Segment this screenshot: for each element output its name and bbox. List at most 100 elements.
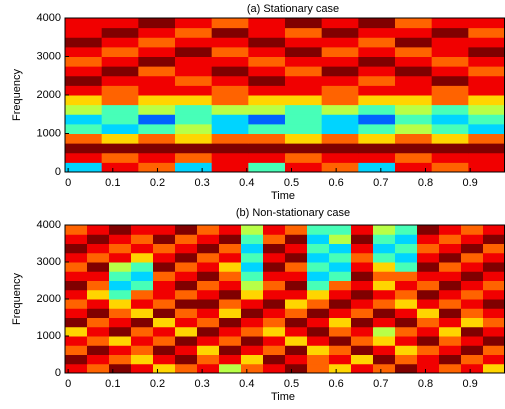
heatmap-cell — [263, 354, 286, 365]
heatmap-cell — [483, 262, 505, 272]
heatmap-cell — [461, 317, 484, 328]
heatmap-cell — [219, 299, 242, 309]
heatmap-cell — [395, 354, 418, 365]
heatmap-cell — [131, 336, 154, 346]
heatmap-cell — [65, 133, 103, 144]
heatmap-cell — [87, 354, 110, 365]
heatmap-cell — [468, 37, 505, 48]
heatmap-cell — [329, 243, 352, 254]
heatmap-cell — [175, 345, 198, 355]
heatmap-cell — [263, 252, 286, 263]
heatmap-cell — [483, 308, 505, 318]
heatmap-cell — [395, 271, 418, 281]
heatmap-cell — [395, 85, 433, 96]
heatmap-cell — [329, 225, 352, 235]
heatmap-cell — [373, 225, 396, 235]
heatmap-cell — [175, 280, 198, 291]
heatmap-cell — [321, 123, 359, 134]
heatmap-cell — [153, 363, 176, 374]
heatmap-cell — [65, 95, 103, 106]
heatmap-cell — [461, 299, 484, 309]
heatmap-cell — [439, 363, 462, 374]
heatmap-cell — [131, 299, 154, 309]
heatmap-cell — [417, 262, 440, 272]
heatmap-cell — [131, 326, 154, 337]
heatmap-cell — [307, 234, 330, 244]
heatmap-cell — [351, 317, 374, 328]
heatmap-cell — [241, 354, 264, 365]
heatmap-cell — [321, 66, 359, 77]
heatmap-cell — [65, 66, 103, 77]
x-tick-label: 0.7 — [373, 177, 388, 189]
heatmap-cell — [175, 114, 213, 125]
heatmap-cell — [109, 299, 132, 309]
heatmap-cell — [153, 289, 176, 300]
heatmap-cell — [65, 299, 88, 309]
heatmap-cell — [138, 95, 176, 106]
heatmap-cell — [197, 345, 220, 355]
heatmap-cell — [468, 85, 505, 96]
heatmap-cell — [65, 262, 88, 272]
heatmap-cell — [175, 308, 198, 318]
heatmap-cell — [87, 262, 110, 272]
heatmap-cell — [439, 243, 462, 254]
heatmap-cell — [211, 133, 249, 144]
heatmap-cell — [321, 27, 359, 38]
heatmap-cell — [197, 326, 220, 337]
heatmap-cell — [101, 66, 139, 77]
heatmap-cell — [417, 280, 440, 291]
heatmap-cell — [351, 299, 374, 309]
heatmap-cell — [461, 262, 484, 272]
heatmap-cell — [101, 143, 139, 154]
heatmap-cell — [241, 326, 264, 337]
heatmap-cell — [211, 104, 249, 115]
x-tick-label: 0.8 — [418, 378, 433, 390]
heatmap-cell — [395, 37, 433, 48]
heatmap-cell — [468, 133, 505, 144]
heatmap-cell — [351, 262, 374, 272]
heatmap-cell — [468, 75, 505, 86]
x-axis-label: Time — [271, 190, 295, 202]
heatmap-cell — [483, 280, 505, 291]
heatmap-cell — [248, 143, 286, 154]
heatmap-cell — [263, 243, 286, 254]
heatmap-cell — [307, 271, 330, 281]
heatmap-cell — [321, 95, 359, 106]
heatmap-cell — [101, 46, 139, 57]
heatmap-cell — [65, 123, 103, 134]
heatmap-cell — [395, 252, 418, 263]
heatmap-cell — [321, 56, 359, 67]
y-tick-label: 0 — [55, 166, 61, 178]
heatmap-cell — [351, 345, 374, 355]
heatmap-cell — [101, 56, 139, 67]
heatmap-cell — [65, 354, 88, 365]
heatmap-cell — [263, 262, 286, 272]
heatmap-cell — [285, 37, 323, 48]
heatmap-cell — [351, 308, 374, 318]
heatmap-cell — [131, 243, 154, 254]
heatmap-cell — [101, 104, 139, 115]
heatmap-cell — [153, 234, 176, 244]
heatmap-cell — [431, 162, 469, 173]
heatmap-cell — [468, 27, 505, 38]
heatmap-cell — [321, 162, 359, 173]
x-tick-label: 0.2 — [150, 177, 165, 189]
heatmap-cell — [138, 18, 176, 29]
heatmap-cell — [211, 114, 249, 125]
heatmap-cell — [395, 289, 418, 300]
heatmap-cell — [373, 345, 396, 355]
heatmap-cell — [109, 336, 132, 346]
heatmap-cell — [373, 363, 396, 374]
heatmap-cell — [87, 225, 110, 235]
x-axis-label: Time — [271, 391, 295, 403]
heatmap-cell — [307, 317, 330, 328]
heatmap-cell — [395, 143, 433, 154]
heatmap-cell — [101, 152, 139, 163]
heatmap-cell — [439, 345, 462, 355]
heatmap-cell — [248, 152, 286, 163]
heatmap-cell — [395, 133, 433, 144]
heatmap-cell — [131, 234, 154, 244]
heatmap-cell — [175, 289, 198, 300]
heatmap-cell — [138, 75, 176, 86]
heatmap-cell — [461, 252, 484, 263]
